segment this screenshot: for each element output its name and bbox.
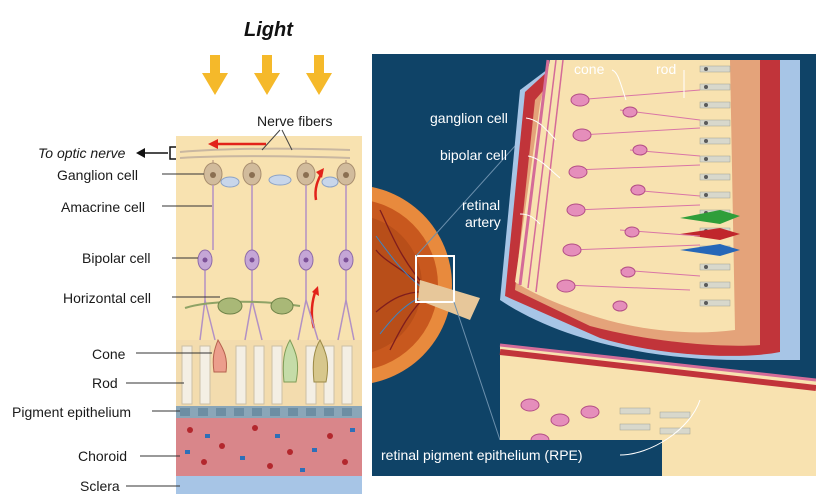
cone-label-right: cone (574, 61, 605, 77)
ganglion-cell-label-right: ganglion cell (430, 110, 508, 126)
bipolar-cell-label-right: bipolar cell (440, 147, 507, 163)
rpe-label: retinal pigment epithelium (RPE) (381, 447, 583, 463)
choroid-label: Choroid (78, 448, 128, 464)
bipolar-cells (197, 249, 354, 271)
nerve-fibers-label: Nerve fibers (257, 113, 333, 129)
ganglion-cells (203, 160, 356, 186)
photoreceptors (181, 338, 353, 405)
cone-cells (212, 338, 329, 383)
ganglion-cell-label: Ganglion cell (57, 167, 138, 183)
zoom-box (415, 255, 455, 303)
pigment-epithelium-label: Pigment epithelium (12, 404, 132, 420)
bipolar-cell-label: Bipolar cell (82, 250, 151, 266)
diagram-title: Light (244, 19, 293, 41)
amacrine-cell-label: Amacrine cell (61, 199, 146, 215)
sclera-label: Sclera (80, 478, 120, 494)
rod-label-right: rod (656, 61, 677, 77)
retina-neurons (556, 89, 701, 312)
light-arrows (202, 55, 332, 95)
retinal-artery-label-line2: artery (465, 214, 501, 230)
cone-label: Cone (92, 346, 126, 362)
horizontal-cell-label: Horizontal cell (63, 290, 151, 306)
rod-label: Rod (92, 375, 118, 391)
amacrine-cells (220, 174, 339, 188)
colored-cones (680, 210, 740, 256)
retinal-artery-label-line1: retinal (462, 197, 501, 213)
sclera-layer (176, 476, 362, 494)
horizontal-cells (184, 297, 301, 315)
to-optic-nerve-label: To optic nerve (38, 145, 126, 161)
